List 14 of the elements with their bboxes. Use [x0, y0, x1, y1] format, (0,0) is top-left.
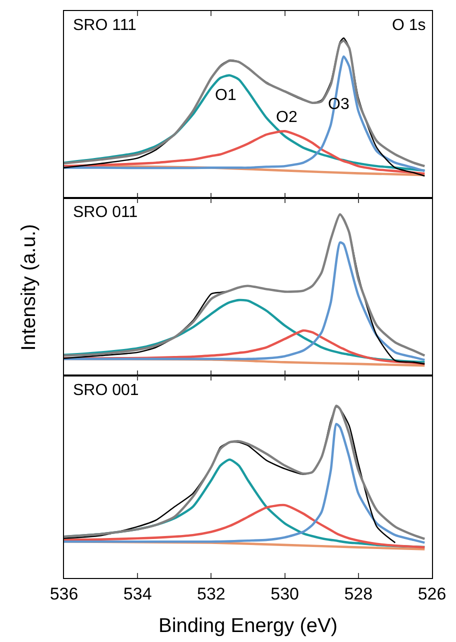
- annotation: O1: [215, 87, 236, 104]
- text: O 1s: [392, 17, 426, 34]
- annotation: O2: [276, 109, 298, 126]
- x-tick-label: 536: [50, 584, 78, 604]
- text: SRO 111: [73, 17, 137, 34]
- x-axis-title: Binding Energy (eV): [158, 614, 338, 637]
- annotation: SRO 011: [73, 204, 138, 221]
- x-tick-label: 526: [418, 584, 446, 604]
- x-tick-label: 532: [197, 584, 226, 604]
- x-tick-label: 534: [123, 584, 152, 604]
- y-axis-title: Intensity (a.u.): [18, 224, 40, 351]
- x-tick-label: 528: [344, 584, 373, 604]
- x-tick-label: 530: [270, 584, 299, 604]
- text: SRO 001: [73, 382, 139, 399]
